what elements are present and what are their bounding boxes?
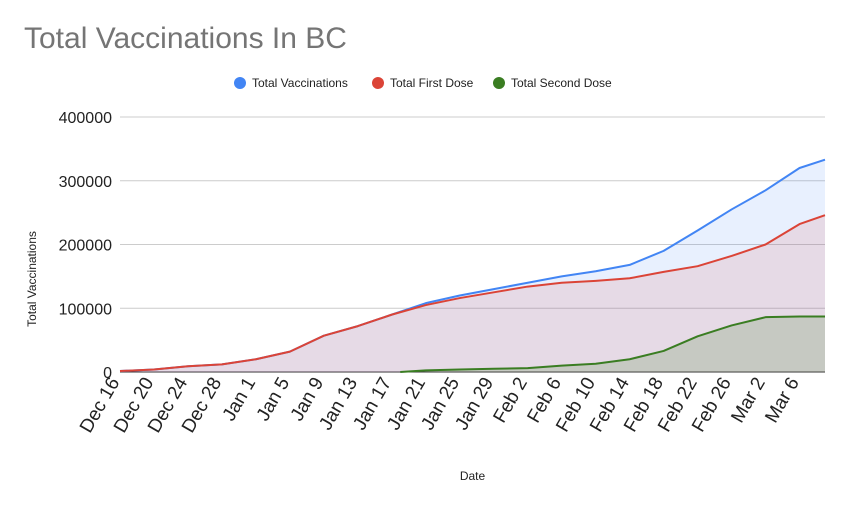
x-tick-label: Feb 2: [490, 374, 532, 427]
legend-label: Total Vaccinations: [252, 76, 348, 90]
grid-layer: [120, 116, 825, 373]
legend-item-total-second-dose: Total Second Dose: [493, 76, 612, 90]
line-layer: [119, 158, 826, 373]
legend-swatch: [372, 77, 384, 89]
legend-item-total-first-dose: Total First Dose: [372, 76, 474, 90]
legend-label: Total Second Dose: [511, 76, 612, 90]
x-tick-label: Mar 6: [761, 374, 803, 427]
legend-layer: Total Vaccinations Total First Dose Total …: [234, 76, 612, 90]
y-tick-label: 0: [103, 365, 112, 382]
y-tick-label: 400000: [59, 110, 112, 127]
y-tick-label: 300000: [59, 174, 112, 191]
legend-item-total-vaccinations: Total Vaccinations: [234, 76, 348, 90]
x-tick-label: Jan 5: [253, 374, 294, 425]
x-tick-label: Jan 1: [219, 374, 260, 425]
x-tick-label: Mar 2: [727, 374, 769, 427]
chart-title: Total Vaccinations In BC: [24, 22, 347, 55]
legend-swatch: [234, 77, 246, 89]
total-second-dose-line: [400, 315, 825, 373]
legend-label: Total First Dose: [390, 76, 474, 90]
total-first-dose-area: [120, 215, 825, 372]
y-axis-title: Total Vaccinations: [25, 231, 39, 327]
y-tick-label: 200000: [59, 238, 112, 255]
y-tick-label: 100000: [59, 301, 112, 318]
total-vaccinations-area: [120, 159, 825, 372]
area-layer: [120, 159, 825, 372]
legend-swatch: [493, 77, 505, 89]
total-first-dose-line: [119, 214, 826, 373]
x-axis-title: Date: [460, 469, 486, 483]
